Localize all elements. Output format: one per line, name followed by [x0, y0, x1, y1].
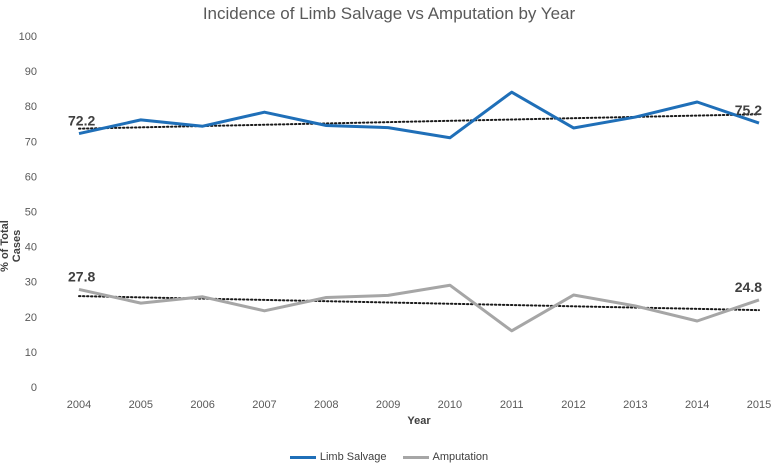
x-tick-label: 2006	[190, 399, 214, 411]
data-label-amputation: 24.8	[735, 279, 762, 295]
x-tick-label: 2007	[252, 399, 276, 411]
series-line-limb-salvage	[78, 90, 760, 140]
x-tick-label: 2010	[438, 399, 462, 411]
data-label-limb-salvage: 75.2	[735, 102, 762, 118]
legend-swatch-amputation	[402, 455, 429, 459]
x-tick-label: 2014	[685, 399, 709, 411]
x-tick-label: 2008	[314, 399, 338, 411]
series-lines	[78, 90, 760, 333]
legend: Limb Salvage Amputation	[0, 451, 778, 463]
y-axis-ticks: 0 10 20 30 40 50 60 70 80 90 100	[19, 31, 37, 394]
y-tick-label: 30	[25, 277, 37, 289]
y-tick-label: 10	[25, 347, 37, 359]
y-tick-label: 20	[25, 312, 37, 324]
data-labels: 72.2 75.2 27.8 24.8	[68, 102, 762, 295]
y-tick-label: 80	[25, 101, 37, 113]
x-tick-label: 2013	[623, 399, 647, 411]
y-tick-label: 50	[25, 207, 37, 219]
y-tick-label: 0	[31, 382, 37, 394]
trendline-limb-salvage	[78, 113, 760, 130]
x-tick-label: 2005	[129, 399, 153, 411]
x-tick-label: 2012	[561, 399, 585, 411]
legend-item-limb-salvage: Limb Salvage	[289, 451, 387, 463]
y-tick-label: 70	[25, 136, 37, 148]
trendlines	[78, 113, 760, 312]
x-tick-label: 2011	[500, 399, 524, 411]
x-tick-label: 2004	[67, 399, 91, 411]
legend-label-amputation: Amputation	[432, 451, 489, 463]
chart-title: Incidence of Limb Salvage vs Amputation …	[202, 4, 576, 23]
y-tick-label: 100	[19, 31, 37, 43]
x-axis-label: Year	[407, 415, 431, 427]
y-axis-label: % of Total Cases	[0, 220, 23, 272]
y-tick-label: 40	[25, 242, 37, 254]
y-tick-label: 60	[25, 171, 37, 183]
legend-swatch-limb-salvage	[289, 455, 316, 459]
y-tick-label: 90	[25, 66, 37, 78]
legend-item-amputation: Amputation	[402, 451, 489, 463]
legend-label-limb-salvage: Limb Salvage	[319, 451, 387, 463]
data-label-limb-salvage: 72.2	[68, 113, 95, 129]
data-label-amputation: 27.8	[68, 268, 95, 284]
x-tick-label: 2009	[376, 399, 400, 411]
series-line-amputation	[78, 283, 760, 333]
x-axis-ticks: 2004 2005 2006 2007 2008 2009 2010 2011 2012 2013…	[67, 399, 771, 411]
x-tick-label: 2015	[747, 399, 771, 411]
